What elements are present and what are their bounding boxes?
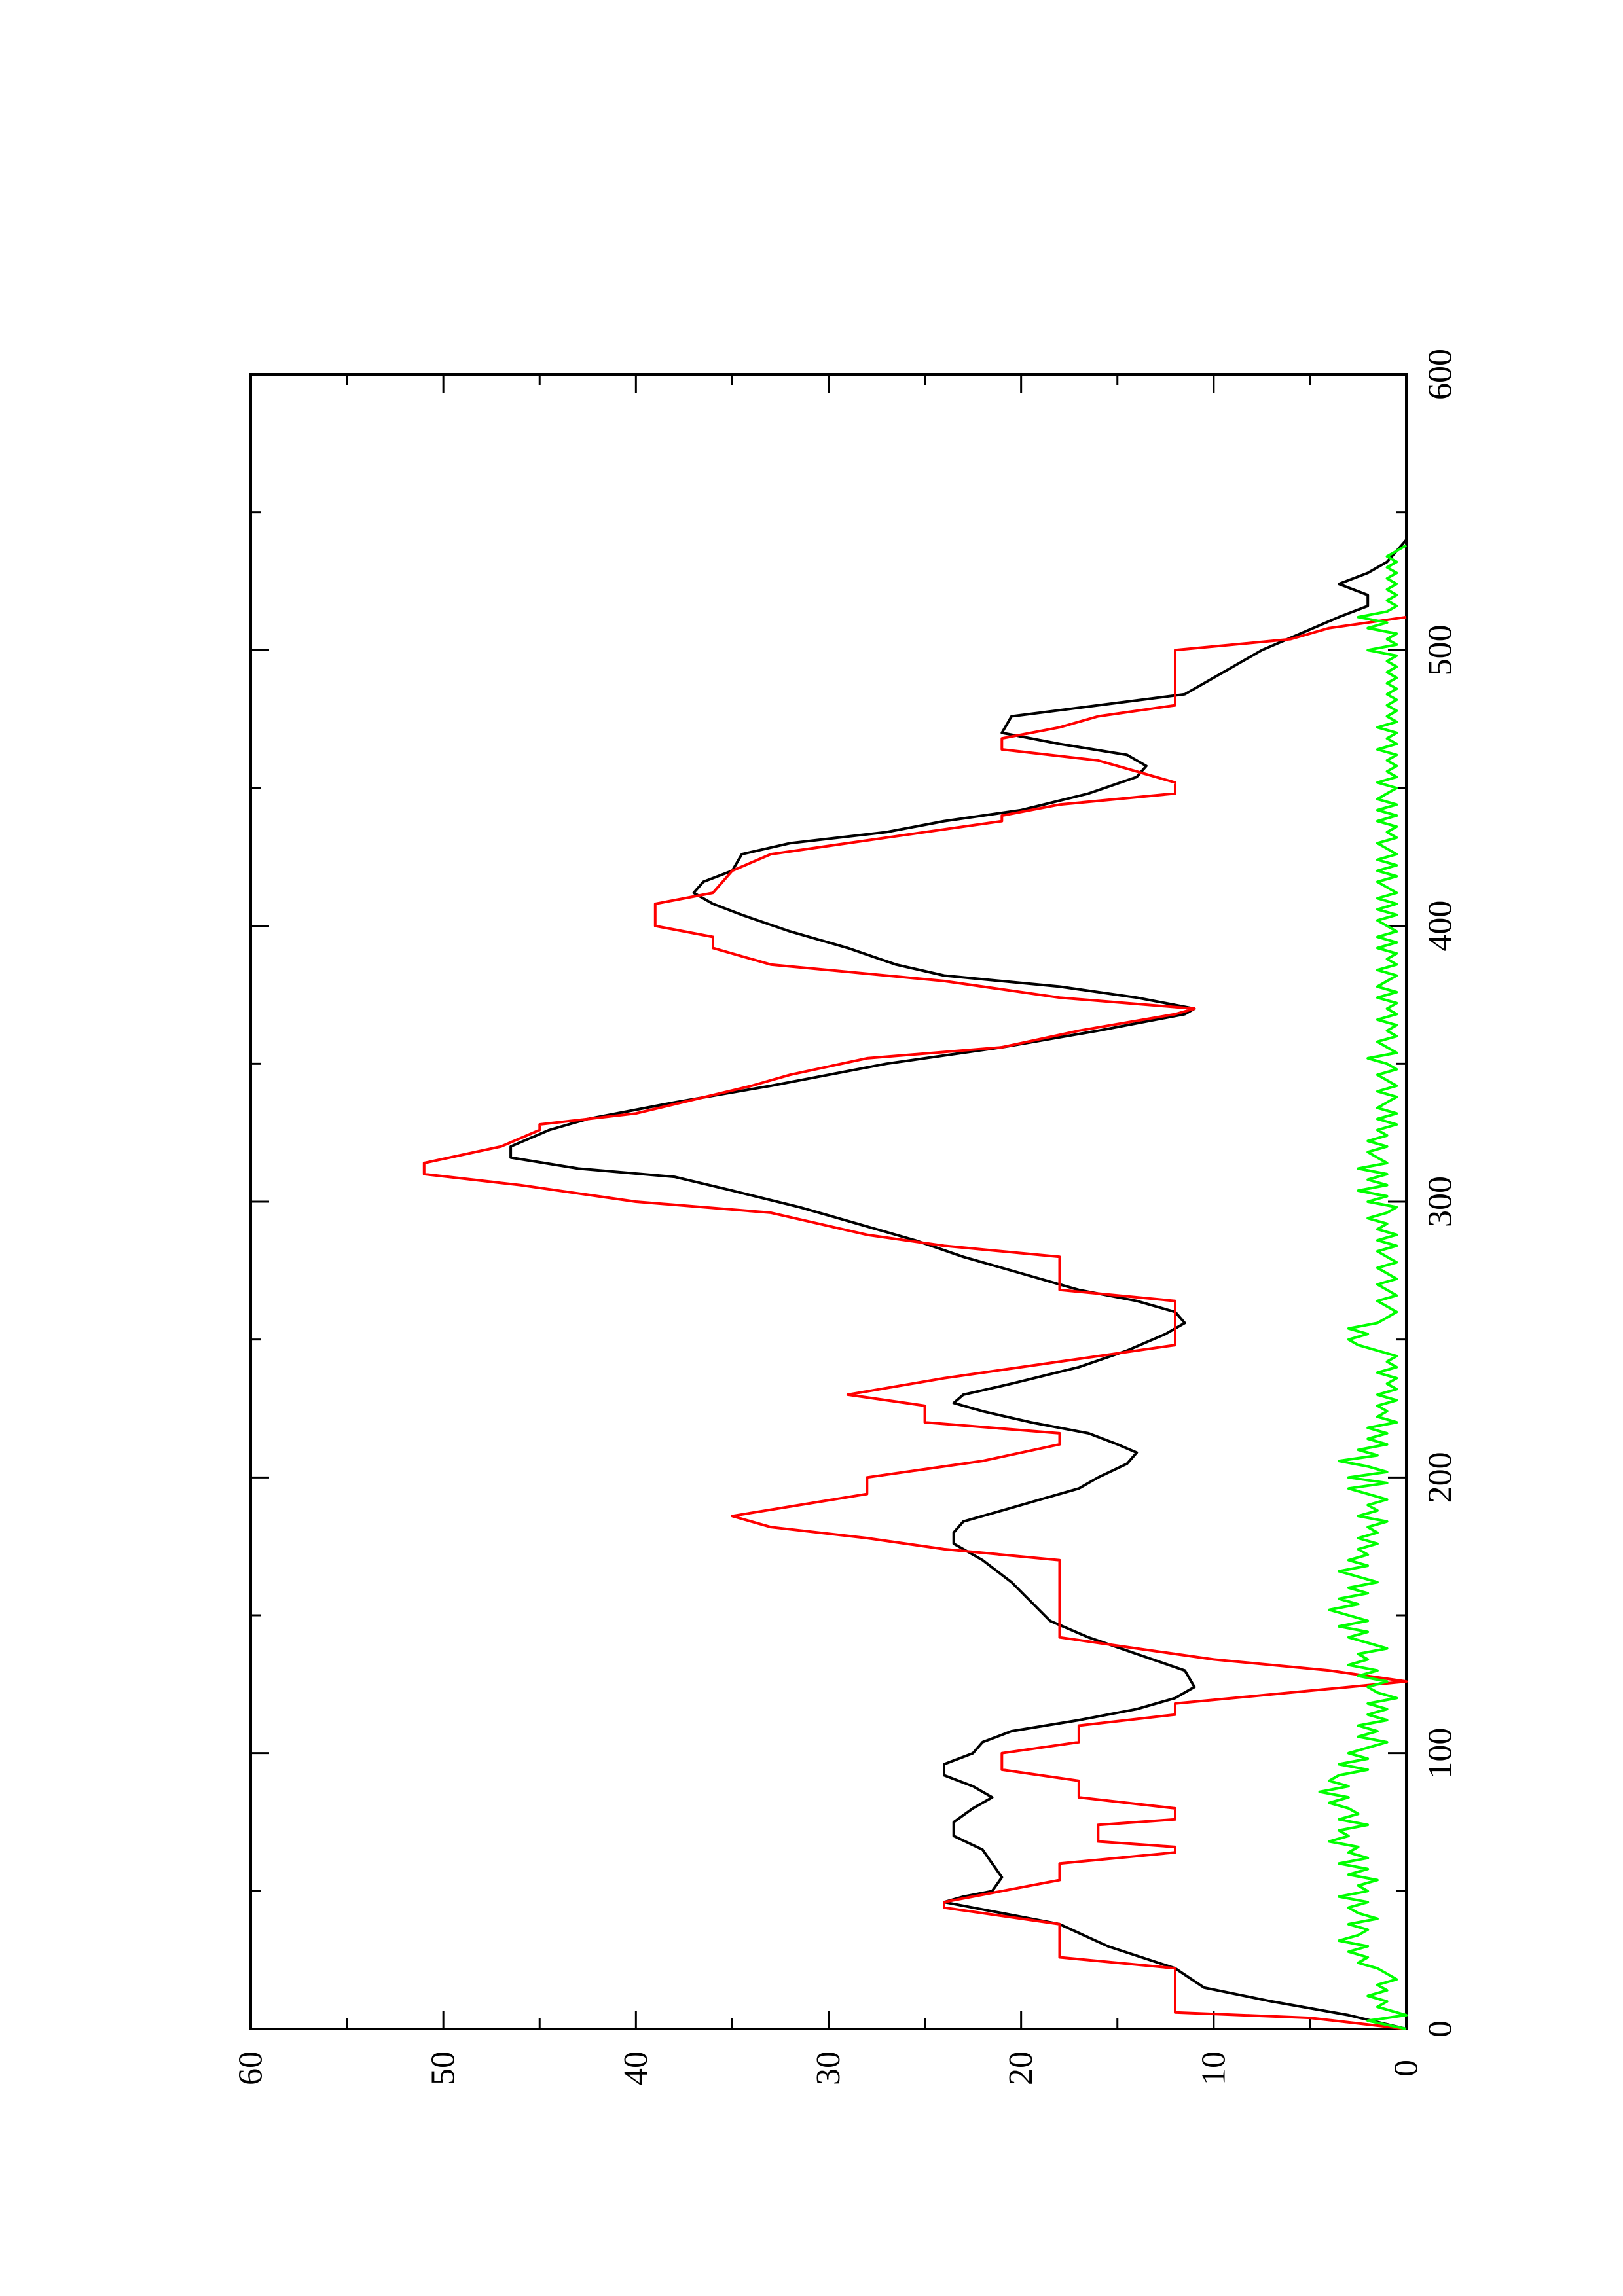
- y-tick-label: 30: [810, 2051, 847, 2085]
- plot-frame: [249, 373, 1408, 2030]
- y-tick-label: 0: [1388, 2060, 1425, 2077]
- y-tick-label: 20: [1002, 2051, 1040, 2085]
- x-tick-label: 100: [1422, 1728, 1459, 1779]
- y-tick-label: 10: [1195, 2051, 1232, 2085]
- series-line-1: [509, 539, 1408, 2030]
- x-tick-label: 200: [1422, 1452, 1459, 1503]
- series-line-2: [422, 615, 1408, 2030]
- x-tick-label: 500: [1422, 624, 1459, 675]
- plot-group: 0 100 200 300 400 500 600 0 10 20 30 40 50 60: [232, 349, 1459, 2085]
- x-tick-label: 400: [1422, 901, 1459, 952]
- y-tick-label: 60: [232, 2051, 270, 2085]
- x-tick-label: 0: [1422, 2020, 1459, 2037]
- x-tick-label: 600: [1422, 349, 1459, 400]
- y-tick-label: 40: [617, 2051, 655, 2085]
- x-tick-label: 300: [1422, 1176, 1459, 1227]
- series-line-3: [1318, 544, 1408, 2030]
- y-tick-label: 50: [425, 2051, 462, 2085]
